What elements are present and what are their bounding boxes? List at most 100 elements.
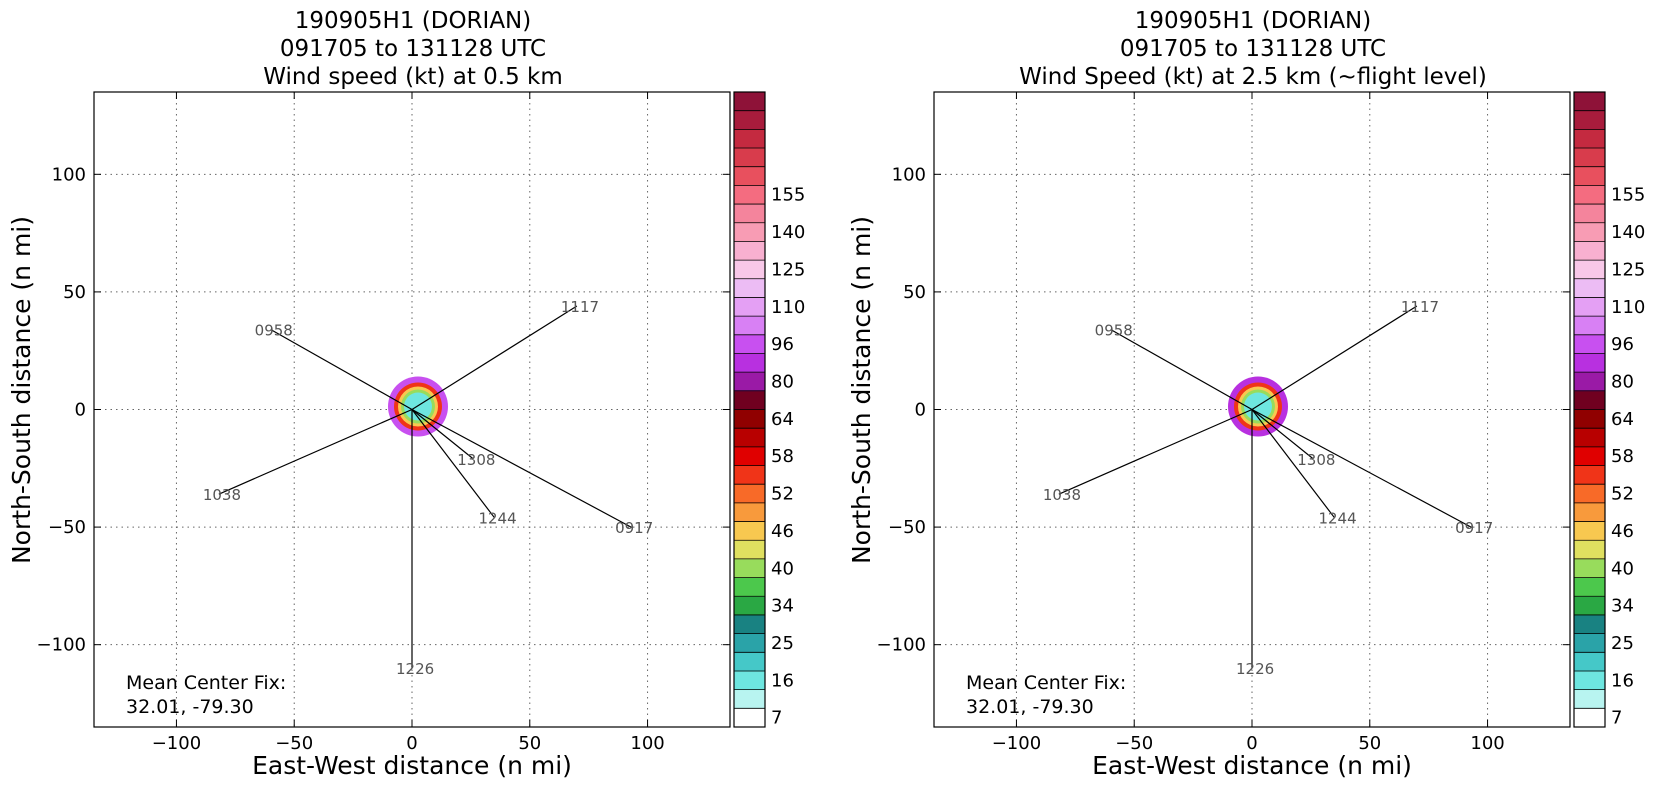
colorbar-segment [1574,222,1605,242]
colorbar-tick-label: 46 [1611,521,1634,542]
colorbar: 7 16 25 34 40 46 52 58 64 80 96 110 125 140 155 [1573,91,1645,729]
colorbar-frame [733,91,766,728]
y-axis-label: North-South distance (n mi) [7,216,36,564]
pass-time-label: 1226 [1236,660,1274,678]
flight-track-leg [1251,409,1335,519]
pass-time-label: 1244 [1318,510,1356,528]
colorbar-segment [734,577,765,597]
colorbar-segment [1574,166,1605,186]
colorbar-segment [1574,390,1605,410]
colorbar-segment [734,129,765,149]
colorbar-tick-label: 110 [1611,297,1645,318]
colorbar-segment [734,540,765,560]
chart-panel-lower-level: 190905H1 (DORIAN) 091705 to 131128 UTC W… [7,8,805,780]
colorbar-tick-label: 16 [771,670,794,691]
x-tick-label: 0 [406,733,417,754]
colorbar-segment [1574,689,1605,709]
chart-title-line-1: 190905H1 (DORIAN) [1135,8,1372,34]
flight-track-leg [1251,409,1314,460]
colorbar-segment [734,353,765,373]
colorbar-segment [1574,260,1605,280]
colorbar-segment [1574,428,1605,448]
colorbar-tick-label: 80 [771,371,794,392]
x-tick-label: 50 [1358,733,1381,754]
colorbar-segment [1574,353,1605,373]
colorbar-segment [1574,409,1605,429]
y-tick-label: −50 [888,517,926,538]
colorbar-tick-label: 58 [771,446,794,467]
colorbar-segment [734,316,765,336]
colorbar-segment [734,614,765,635]
wind-field-plot: 0917 1038 1244 1308 1226 0958 1117 −100 −50 0 50 10… [37,91,805,754]
colorbar-tick-label: 46 [771,521,794,542]
colorbar-segment [1574,484,1605,504]
flight-track-leg [218,408,413,495]
colorbar-segment [1574,652,1605,672]
colorbar-tick-label: 52 [1611,484,1634,505]
colorbar-tick-label: 64 [1611,409,1634,430]
colorbar-segment [734,633,765,653]
y-tick-label: 100 [52,164,86,185]
colorbar-tick-label: 125 [771,259,805,280]
flight-track-leg [411,305,578,411]
colorbar-segment [734,689,765,709]
colorbar-segment [734,185,765,205]
x-axis-label: East-West distance (n mi) [1092,751,1412,780]
colorbar-tick-label: 7 [1611,708,1622,729]
wind-field-plot: 0917 1038 1244 1308 1226 0958 1117 −100 −50 0 50 10… [877,91,1645,754]
colorbar-tick-label: 40 [1611,558,1634,579]
x-axis-label: East-West distance (n mi) [252,751,572,780]
y-tick-label: 50 [903,282,926,303]
colorbar-tick-label: 58 [1611,446,1634,467]
y-axis-label: North-South distance (n mi) [847,216,876,564]
colorbar-tick-label: 25 [771,633,794,654]
y-tick-label: −100 [37,635,86,656]
colorbar-tick-label: 7 [771,708,782,729]
x-tick-label: −50 [1115,733,1153,754]
eyewall-ring [404,392,432,421]
flight-track-leg [1251,408,1472,528]
x-tick-label: −100 [152,733,201,754]
colorbar-segment [1574,204,1605,224]
colorbar-segment [1574,558,1605,578]
colorbar-segment [734,92,765,112]
colorbar-segment [1574,708,1605,728]
x-tick-label: −100 [992,733,1041,754]
colorbar-segment [734,428,765,448]
colorbar-segment [1574,278,1605,298]
colorbar-segment [1574,110,1605,130]
colorbar-tick-label: 96 [771,334,794,355]
colorbar-segment [1574,129,1605,149]
colorbar-segment [734,670,765,691]
colorbar-segment [1574,446,1605,466]
pass-time-label: 1308 [1297,451,1335,469]
flight-track-leg [1058,408,1253,495]
colorbar-segment [1574,540,1605,560]
colorbar-segment [734,241,765,261]
colorbar-tick-label: 64 [771,409,794,430]
colorbar-segment [734,446,765,466]
x-tick-label: −50 [275,733,313,754]
colorbar-segment [1574,596,1605,616]
y-tick-label: 0 [915,400,926,421]
pass-time-label: 0958 [255,322,293,340]
chart-title-line-2: 091705 to 131128 UTC [1120,36,1386,62]
colorbar-segment [734,278,765,298]
pass-time-label: 1226 [396,660,434,678]
colorbar-tick-label: 96 [1611,334,1634,355]
y-tick-label: 0 [75,400,86,421]
flight-track-leg [411,409,495,519]
colorbar-tick-label: 25 [1611,633,1634,654]
pass-time-label: 0958 [1095,322,1133,340]
colorbar-segment [1574,670,1605,691]
colorbar-tick-label: 80 [1611,371,1634,392]
center-fix-value: 32.01, -79.30 [126,696,254,718]
colorbar-tick-label: 34 [771,596,794,617]
colorbar-segment [734,502,765,522]
colorbar-segment [734,521,765,541]
pass-time-label: 1308 [457,451,495,469]
colorbar-segment [1574,521,1605,541]
x-tick-label: 100 [630,733,664,754]
chart-title-line-3: Wind Speed (kt) at 2.5 km (~flight level… [1019,64,1487,90]
